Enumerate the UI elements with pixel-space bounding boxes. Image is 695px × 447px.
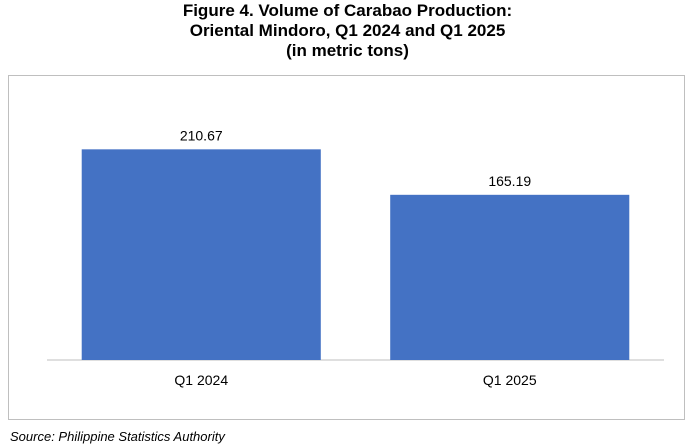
chart-area: 210.67 Q1 2024 165.19 Q1 2025 xyxy=(8,75,685,420)
x-tick-label-2: Q1 2025 xyxy=(483,372,537,388)
bar-1 xyxy=(81,149,321,360)
bar-chart: 210.67 Q1 2024 165.19 Q1 2025 xyxy=(47,127,664,388)
chart-title-line-2: Oriental Mindoro, Q1 2024 and Q1 2025 xyxy=(189,21,506,40)
data-label-1: 210.67 xyxy=(180,127,223,143)
chart-title: Figure 4. Volume of Carabao Production: … xyxy=(0,1,695,61)
x-tick-label-1: Q1 2024 xyxy=(174,372,228,388)
source-note: Source: Philippine Statistics Authority xyxy=(10,429,225,444)
chart-title-line-1: Figure 4. Volume of Carabao Production: xyxy=(182,1,513,20)
bar-2 xyxy=(390,194,630,360)
data-label-2: 165.19 xyxy=(488,173,531,189)
chart-title-line-3: (in metric tons) xyxy=(286,41,409,60)
